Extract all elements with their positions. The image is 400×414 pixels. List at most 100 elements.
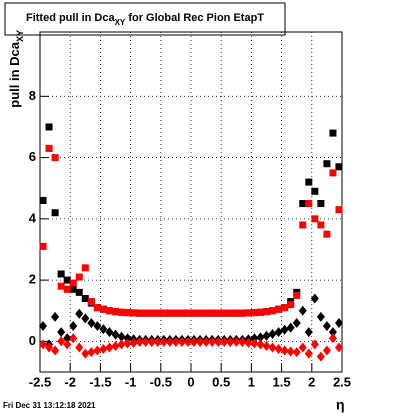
marker-square xyxy=(335,206,343,214)
marker-diamond xyxy=(93,321,102,332)
marker-square xyxy=(293,291,301,299)
marker-diamond xyxy=(328,333,337,344)
marker-diamond xyxy=(105,327,114,338)
marker-diamond xyxy=(147,336,156,347)
x-axis-label: η xyxy=(336,397,345,413)
marker-square xyxy=(208,309,216,317)
marker-diamond xyxy=(165,336,174,347)
marker-square xyxy=(154,309,162,317)
marker-square xyxy=(214,309,222,317)
marker-diamond xyxy=(75,342,84,353)
marker-diamond xyxy=(310,339,319,350)
marker-diamond xyxy=(262,340,271,351)
title-main: Fitted pull in Dca xyxy=(26,12,115,24)
marker-square xyxy=(39,196,47,204)
marker-diamond xyxy=(310,293,319,304)
y-tick-label: 8 xyxy=(29,88,36,103)
marker-square xyxy=(105,307,113,315)
marker-square xyxy=(148,309,156,317)
y-tick-label: 0 xyxy=(29,333,36,348)
marker-diamond xyxy=(57,327,66,338)
marker-diamond xyxy=(39,339,48,350)
marker-diamond xyxy=(45,342,54,353)
marker-diamond xyxy=(250,338,259,349)
marker-diamond xyxy=(183,336,192,347)
marker-square xyxy=(142,309,150,317)
marker-diamond xyxy=(69,321,78,332)
marker-square xyxy=(166,309,174,317)
chart-title: Fitted pull in DcaXY for Global Rec Pion… xyxy=(26,12,264,27)
marker-square xyxy=(63,276,71,284)
marker-diamond xyxy=(226,336,235,347)
marker-square xyxy=(69,285,77,293)
title-box xyxy=(4,2,286,36)
marker-diamond xyxy=(190,336,199,347)
marker-diamond xyxy=(105,342,114,353)
marker-square xyxy=(329,129,337,137)
marker-diamond xyxy=(87,347,96,358)
marker-square xyxy=(202,309,210,317)
marker-square xyxy=(118,308,126,316)
marker-square xyxy=(329,169,337,177)
marker-diamond xyxy=(274,344,283,355)
marker-square xyxy=(81,294,89,302)
marker-diamond xyxy=(328,327,337,338)
x-tick-label: -1 xyxy=(125,374,137,389)
marker-square xyxy=(299,200,307,208)
marker-diamond xyxy=(286,346,295,357)
marker-square xyxy=(269,307,277,315)
y-axis-label: pull in DcaXY xyxy=(7,30,25,108)
marker-diamond xyxy=(334,317,343,328)
marker-diamond xyxy=(304,327,313,338)
marker-square xyxy=(311,187,319,195)
y-tick-label: 6 xyxy=(29,149,36,164)
marker-diamond xyxy=(298,305,307,316)
x-tick-label: -2 xyxy=(64,374,76,389)
marker-diamond xyxy=(57,336,66,347)
marker-diamond xyxy=(292,317,301,328)
marker-square xyxy=(305,178,313,186)
marker-square xyxy=(238,309,246,317)
marker-diamond xyxy=(129,337,138,348)
ylabel-main: pull in Dca xyxy=(7,41,22,108)
timestamp: Fri Dec 31 13:12:18 2021 xyxy=(3,401,96,410)
marker-diamond xyxy=(63,339,72,350)
marker-diamond xyxy=(123,333,132,344)
y-tick-label: 4 xyxy=(29,210,37,225)
marker-diamond xyxy=(63,333,72,344)
marker-diamond xyxy=(298,342,307,353)
marker-square xyxy=(317,200,325,208)
x-tick-label: 0.5 xyxy=(212,374,230,389)
marker-square xyxy=(63,285,71,293)
marker-diamond xyxy=(274,327,283,338)
marker-square xyxy=(256,308,264,316)
marker-diamond xyxy=(280,324,289,335)
marker-diamond xyxy=(286,322,295,333)
marker-diamond xyxy=(250,333,259,344)
marker-square xyxy=(220,309,228,317)
marker-square xyxy=(69,279,77,287)
marker-square xyxy=(99,305,107,313)
marker-square xyxy=(87,298,95,306)
marker-square xyxy=(45,144,53,152)
marker-diamond xyxy=(214,336,223,347)
marker-diamond xyxy=(117,331,126,342)
title-subscript: XY xyxy=(115,18,126,27)
x-tick-label: 2 xyxy=(308,374,315,389)
marker-square xyxy=(39,242,47,250)
marker-diamond xyxy=(141,336,150,347)
marker-diamond xyxy=(135,336,144,347)
x-tick-label: 2.5 xyxy=(333,374,351,389)
marker-square xyxy=(281,304,289,312)
marker-diamond xyxy=(39,321,48,332)
marker-square xyxy=(178,309,186,317)
marker-diamond xyxy=(51,345,60,356)
y-tick-label: 2 xyxy=(29,272,36,287)
marker-square xyxy=(250,309,258,317)
marker-diamond xyxy=(268,342,277,353)
marker-square xyxy=(172,309,180,317)
marker-diamond xyxy=(256,332,265,343)
marker-diamond xyxy=(304,348,313,359)
marker-diamond xyxy=(316,351,325,362)
x-tick-label: -2.5 xyxy=(29,374,51,389)
